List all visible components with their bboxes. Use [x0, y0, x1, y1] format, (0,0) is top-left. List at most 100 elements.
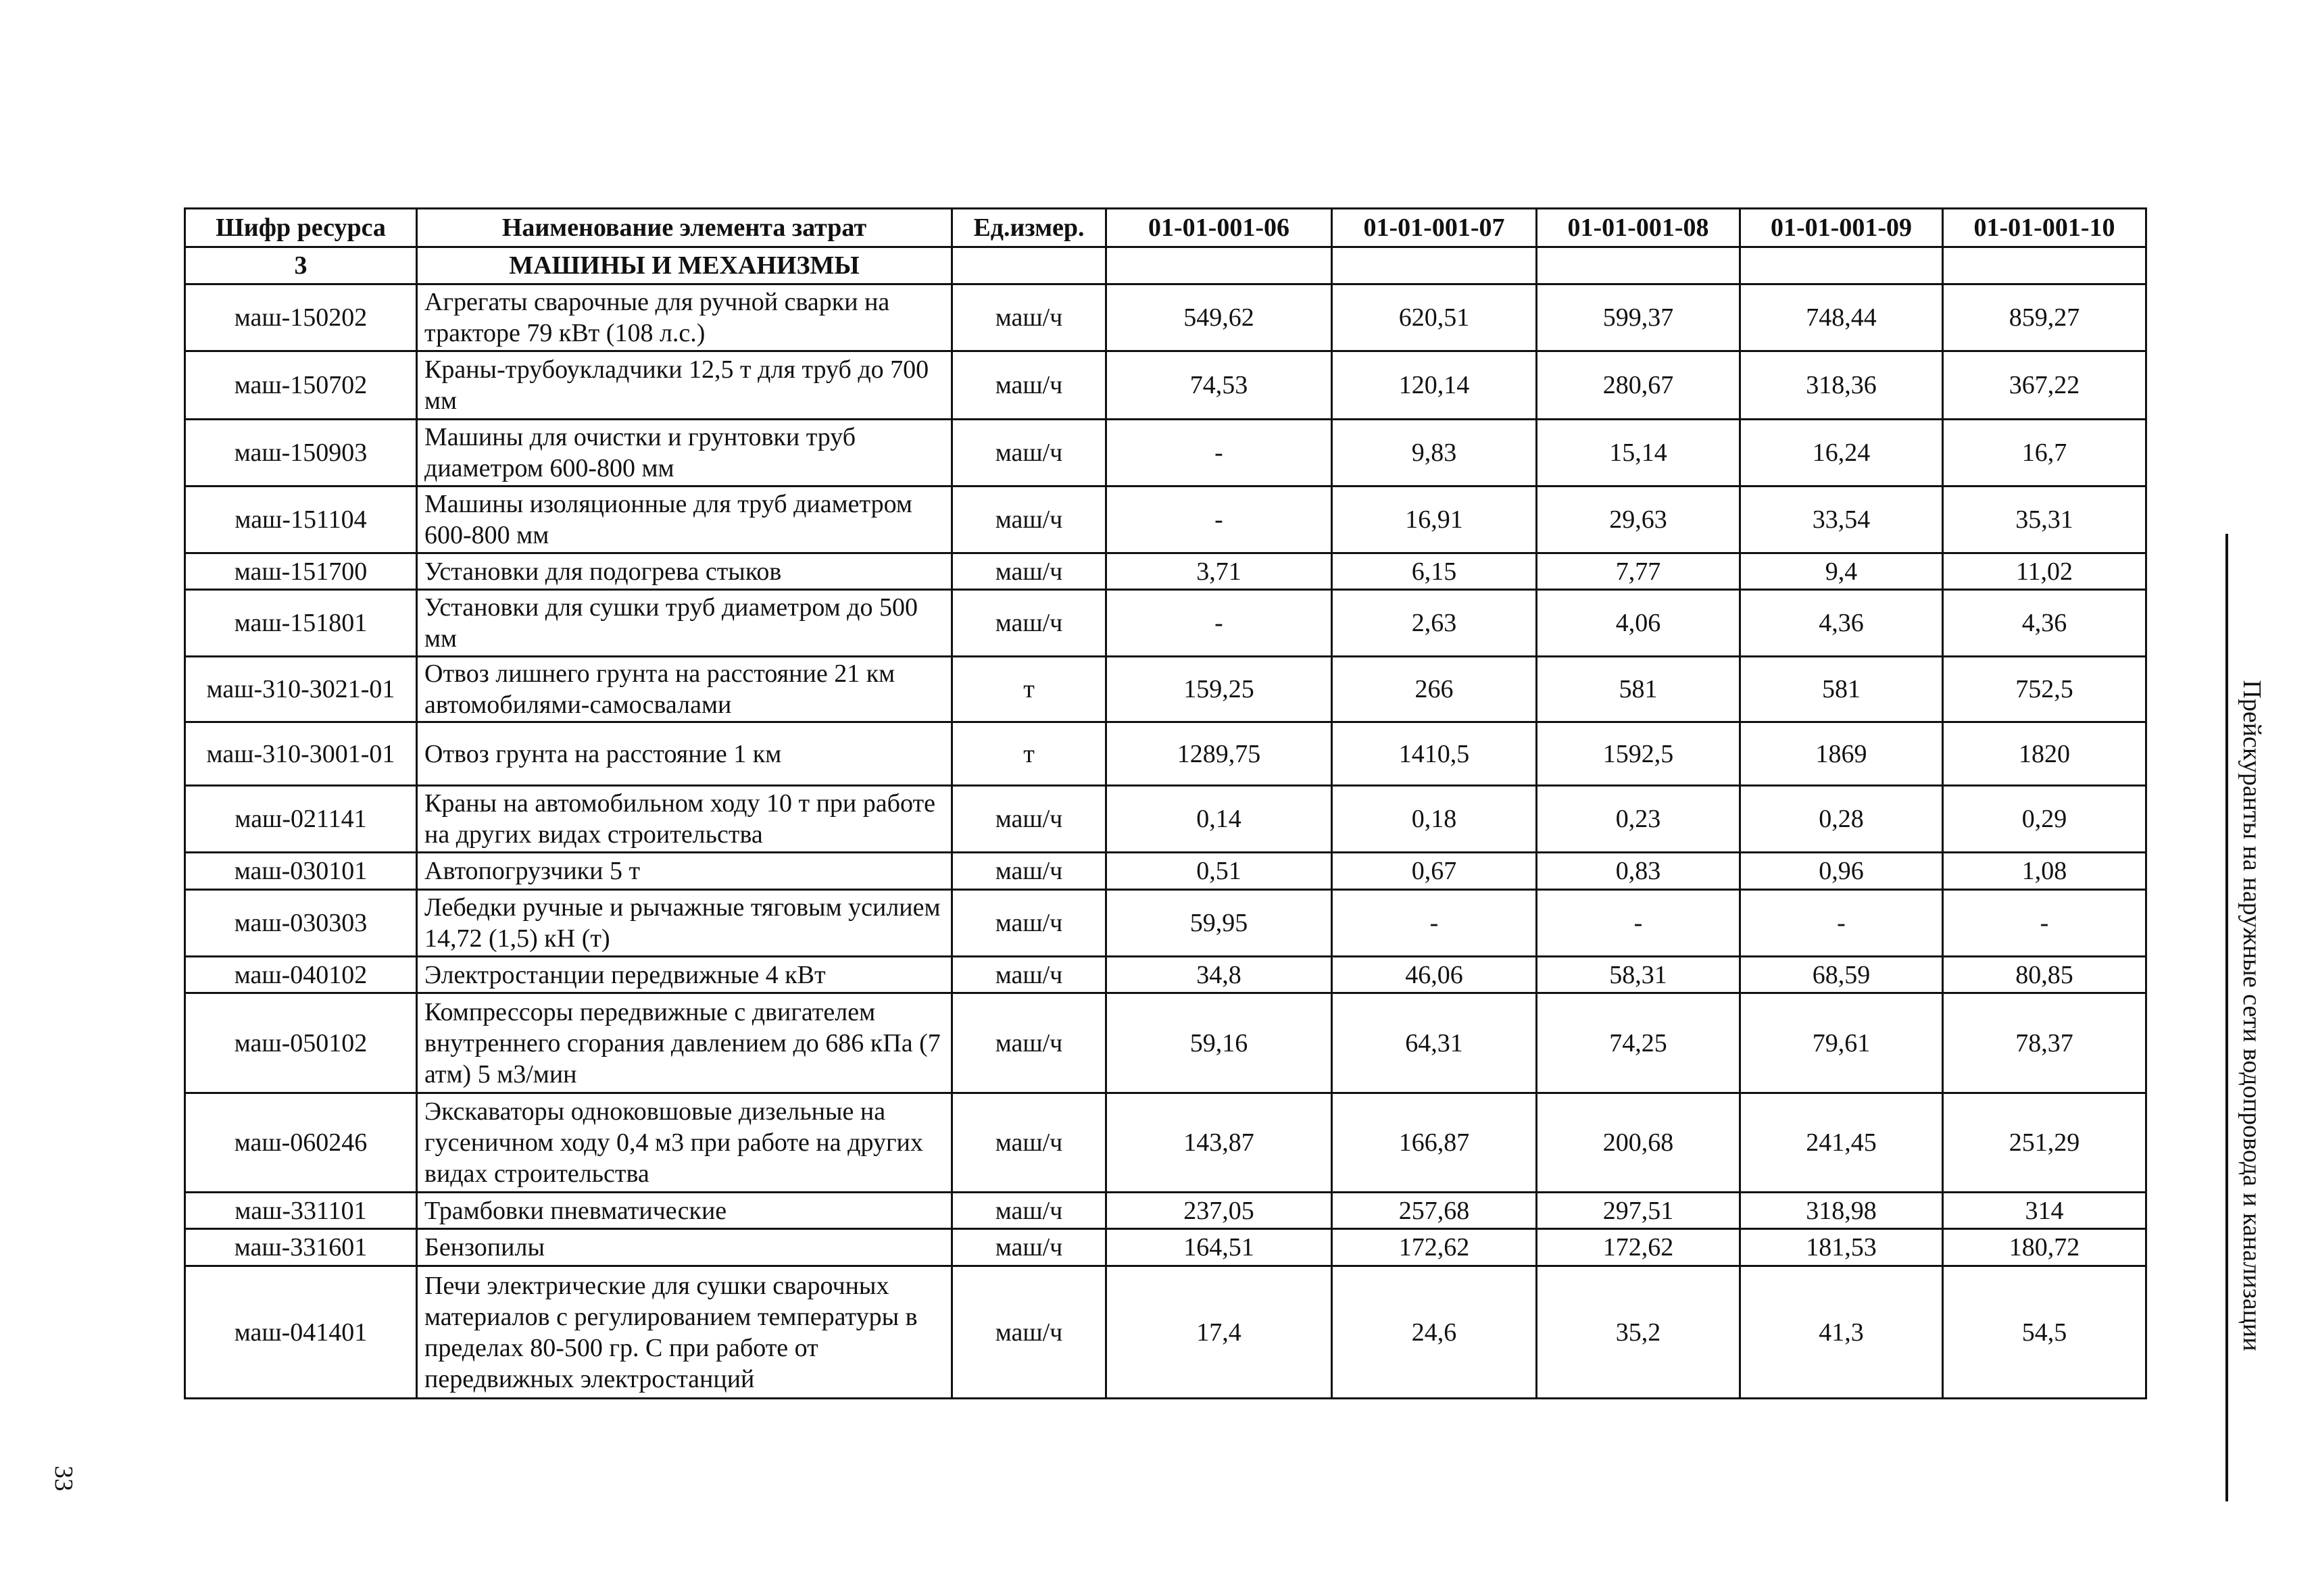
table-row: маш-040102 Электростанции передвижные 4 к… [184, 955, 2147, 994]
value-cell: 59,95 [1105, 889, 1333, 957]
resource-code: маш-040102 [184, 955, 418, 994]
section-name: МАШИНЫ И МЕХАНИЗМЫ [416, 246, 953, 285]
resource-name: Машины изоляционные для труб диаметром 6… [416, 485, 953, 554]
value-cell: 752,5 [1942, 655, 2147, 723]
value-cell: 143,87 [1105, 1092, 1333, 1193]
resource-name: Печи электрические для сушки сварочных м… [416, 1265, 953, 1399]
value-cell: 0,29 [1942, 784, 2147, 853]
value-cell: 35,31 [1942, 485, 2147, 554]
resource-code: маш-331601 [184, 1228, 418, 1267]
value-cell: - [1942, 889, 2147, 957]
value-cell: - [1331, 889, 1537, 957]
value-cell: - [1739, 889, 1944, 957]
unit: маш/ч [951, 1092, 1107, 1193]
column-header: Ед.измер. [951, 207, 1107, 248]
resource-name: Бензопилы [416, 1228, 953, 1267]
value-cell: 0,14 [1105, 784, 1333, 853]
resource-name: Автопогрузчики 5 т [416, 851, 953, 891]
column-header: Наименование элемента затрат [416, 207, 953, 248]
section-code: 3 [184, 246, 418, 285]
value-cell: 859,27 [1942, 283, 2147, 352]
value-cell: 297,51 [1535, 1191, 1741, 1230]
value-cell: 9,4 [1739, 552, 1944, 591]
value-cell: 166,87 [1331, 1092, 1537, 1193]
unit: т [951, 721, 1107, 787]
value-cell: 280,67 [1535, 350, 1741, 420]
value-cell: 46,06 [1331, 955, 1537, 994]
value-cell: 0,23 [1535, 784, 1741, 853]
unit: маш/ч [951, 552, 1107, 591]
value-cell: 79,61 [1739, 992, 1944, 1094]
value-cell: 64,31 [1331, 992, 1537, 1094]
value-cell: 2,63 [1331, 589, 1537, 657]
table-row: маш-030303 Лебедки ручные и рычажные тяго… [184, 889, 2147, 957]
value-cell: 599,37 [1535, 283, 1741, 352]
unit: маш/ч [951, 589, 1107, 657]
value-cell: 257,68 [1331, 1191, 1537, 1230]
unit: маш/ч [951, 283, 1107, 352]
column-header: 01-01-001-07 [1331, 207, 1537, 248]
value-cell: 80,85 [1942, 955, 2147, 994]
unit: маш/ч [951, 851, 1107, 891]
value-cell: - [1105, 418, 1333, 487]
value-cell: 0,67 [1331, 851, 1537, 891]
unit: маш/ч [951, 1265, 1107, 1399]
table-row: маш-150202 Агрегаты сварочные для ручной … [184, 283, 2147, 352]
resource-code: маш-060246 [184, 1092, 418, 1193]
unit: маш/ч [951, 992, 1107, 1094]
value-cell: 4,36 [1942, 589, 2147, 657]
resource-name: Установки для подогрева стыков [416, 552, 953, 591]
value-cell: 4,06 [1535, 589, 1741, 657]
unit: маш/ч [951, 1191, 1107, 1230]
value-cell: 581 [1739, 655, 1944, 723]
value-cell: 9,83 [1331, 418, 1537, 487]
resource-code: маш-150903 [184, 418, 418, 487]
value-cell: 1592,5 [1535, 721, 1741, 787]
unit: маш/ч [951, 350, 1107, 420]
value-cell: 172,62 [1331, 1228, 1537, 1267]
column-header: 01-01-001-10 [1942, 207, 2147, 248]
value-cell: 159,25 [1105, 655, 1333, 723]
value-cell: 314 [1942, 1191, 2147, 1230]
value-cell: 367,22 [1942, 350, 2147, 420]
resource-name: Установки для сушки труб диаметром до 50… [416, 589, 953, 657]
value-cell: 35,2 [1535, 1265, 1741, 1399]
value-cell: 17,4 [1105, 1265, 1333, 1399]
unit: маш/ч [951, 955, 1107, 994]
table-row: маш-041401 Печи электрические для сушки с… [184, 1265, 2147, 1399]
value-cell: 0,51 [1105, 851, 1333, 891]
resource-code: маш-151104 [184, 485, 418, 554]
resource-name: Отвоз грунта на расстояние 1 км [416, 721, 953, 787]
value-cell: 0,83 [1535, 851, 1741, 891]
value-cell: 24,6 [1331, 1265, 1537, 1399]
table-row: маш-151700 Установки для подогрева стыков… [184, 552, 2147, 591]
table-row: маш-050102 Компрессоры передвижные с двиг… [184, 992, 2147, 1094]
value-cell: 16,7 [1942, 418, 2147, 487]
resource-name: Краны-трубоукладчики 12,5 т для труб до … [416, 350, 953, 420]
value-cell: 16,24 [1739, 418, 1944, 487]
column-header: 01-01-001-06 [1105, 207, 1333, 248]
resource-name: Трамбовки пневматические [416, 1191, 953, 1230]
resource-code: маш-050102 [184, 992, 418, 1094]
value-cell: 11,02 [1942, 552, 2147, 591]
unit: т [951, 655, 1107, 723]
value-cell: 181,53 [1739, 1228, 1944, 1267]
value-cell: 1289,75 [1105, 721, 1333, 787]
value-cell: 1820 [1942, 721, 2147, 787]
value-cell: 33,54 [1739, 485, 1944, 554]
value-cell: 0,18 [1331, 784, 1537, 853]
resource-code: маш-150202 [184, 283, 418, 352]
value-cell: 34,8 [1105, 955, 1333, 994]
table-row: маш-060246 Экскаваторы одноковшовые дизел… [184, 1092, 2147, 1193]
value-cell: 4,36 [1739, 589, 1944, 657]
table-row: маш-150702 Краны-трубоукладчики 12,5 т дл… [184, 350, 2147, 420]
value-cell: 3,71 [1105, 552, 1333, 591]
value-cell: 318,36 [1739, 350, 1944, 420]
value-cell: - [1105, 485, 1333, 554]
value-cell: 1869 [1739, 721, 1944, 787]
table-row: маш-331601 Бензопилы маш/ч 164,51 172,62 172,… [184, 1228, 2147, 1267]
unit: маш/ч [951, 784, 1107, 853]
value-cell: 180,72 [1942, 1228, 2147, 1267]
value-cell: 266 [1331, 655, 1537, 723]
resource-name: Краны на автомобильном ходу 10 т при раб… [416, 784, 953, 853]
